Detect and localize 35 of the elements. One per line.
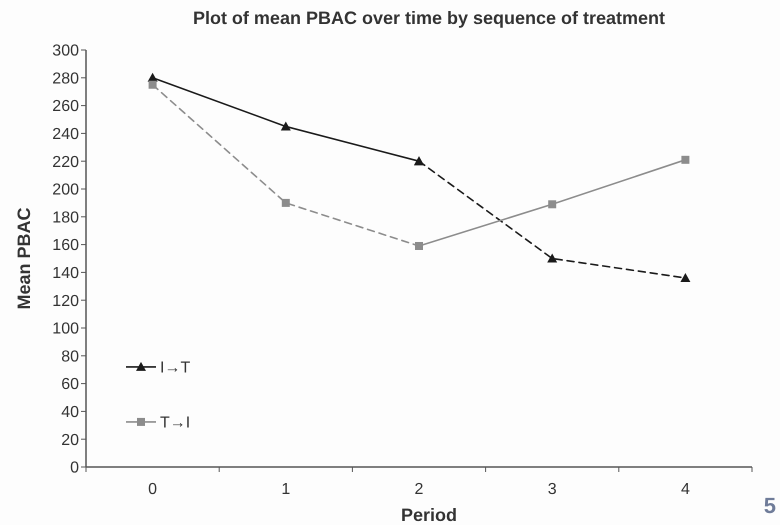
y-axis-title: Mean PBAC bbox=[14, 207, 34, 310]
y-tick-label: 0 bbox=[70, 460, 80, 477]
y-tick-label: 300 bbox=[52, 42, 80, 60]
y-tick-label: 100 bbox=[52, 320, 80, 338]
y-tick-label: 80 bbox=[61, 348, 80, 366]
point bbox=[681, 156, 690, 164]
y-tick-label: 40 bbox=[61, 404, 80, 421]
x-tick-label: 0 bbox=[148, 481, 158, 498]
y-tick-label: 200 bbox=[52, 182, 80, 199]
y-tick-label: 120 bbox=[52, 292, 80, 310]
point bbox=[282, 198, 290, 207]
x-tick-label: 1 bbox=[281, 481, 290, 498]
text: 5 bbox=[764, 493, 776, 518]
x-tick-label: 2 bbox=[414, 481, 424, 498]
point bbox=[680, 272, 690, 282]
y-tick-label: 60 bbox=[61, 376, 80, 394]
y-tick-label: 260 bbox=[52, 98, 80, 116]
y-tick-label: 220 bbox=[52, 154, 80, 171]
y-tick-label: 160 bbox=[52, 237, 80, 254]
y-tick-label: 180 bbox=[52, 209, 80, 226]
point bbox=[280, 121, 291, 130]
y-tick-label: 140 bbox=[52, 265, 80, 282]
point bbox=[547, 254, 558, 262]
x-tick-label: 4 bbox=[680, 481, 690, 498]
chart-title: Plot of mean PBAC over time by sequence of treatment bbox=[192, 8, 666, 28]
y-tick-label: 20 bbox=[61, 432, 80, 449]
y-tick-label: 240 bbox=[52, 126, 80, 143]
legend-label: T→I bbox=[160, 414, 190, 432]
y-tick-label: 280 bbox=[52, 70, 80, 88]
point bbox=[414, 156, 424, 166]
point bbox=[148, 80, 157, 89]
legend-label: I→T bbox=[160, 360, 190, 377]
point bbox=[548, 200, 556, 208]
x-axis-title: Period bbox=[400, 505, 458, 525]
x-tick-label: 3 bbox=[548, 481, 557, 498]
